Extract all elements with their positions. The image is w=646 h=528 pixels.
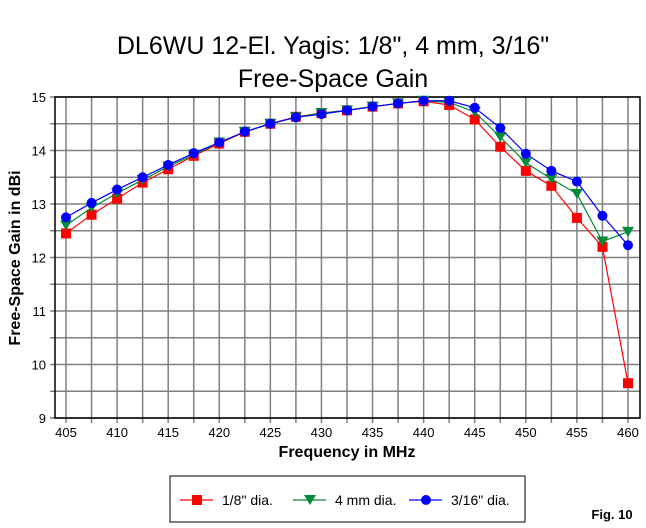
data-point	[86, 209, 97, 220]
data-point	[571, 176, 582, 187]
data-point	[469, 114, 480, 125]
chart-title: DL6WU 12-El. Yagis: 1/8", 4 mm, 3/16"	[117, 32, 549, 60]
data-point	[163, 159, 174, 170]
data-point	[137, 172, 148, 183]
x-tick-label: 445	[464, 425, 486, 440]
y-tick-label: 10	[32, 358, 46, 373]
x-tick-label: 450	[515, 425, 537, 440]
x-tick-label: 460	[617, 425, 639, 440]
y-axis-label: Free-Space Gain in dBi	[7, 170, 24, 345]
y-tick-label: 13	[32, 197, 46, 212]
data-point	[495, 123, 506, 134]
data-point	[520, 148, 531, 159]
data-point	[546, 165, 557, 176]
x-tick-label: 415	[157, 425, 179, 440]
x-tick-label: 430	[311, 425, 333, 440]
tick-labels: 405 410 415 420 425 430 435 440 445 450 455 460 9 10 1…	[32, 90, 639, 440]
chart-subtitle: Free-Space Gain	[238, 65, 428, 93]
data-point	[623, 378, 633, 389]
x-tick-label: 410	[106, 425, 128, 440]
data-point	[265, 118, 276, 129]
legend-marker	[192, 495, 202, 505]
series-group	[60, 95, 634, 389]
x-tick-label: 425	[260, 425, 282, 440]
data-point	[519, 157, 532, 168]
legend: 1/8" dia. 4 mm dia. 3/16" dia.	[180, 492, 510, 508]
data-point	[597, 210, 608, 221]
legend-marker	[421, 495, 431, 505]
data-point	[86, 197, 97, 208]
data-point	[520, 165, 531, 176]
data-point	[61, 212, 71, 223]
data-point	[367, 101, 378, 112]
grid	[50, 96, 641, 423]
data-point	[214, 137, 225, 148]
x-tick-label: 405	[55, 425, 77, 440]
data-point	[342, 105, 352, 116]
x-tick-label: 435	[362, 425, 384, 440]
x-tick-label: 455	[566, 425, 588, 440]
data-point	[61, 228, 71, 239]
legend-label: 1/8" dia.	[222, 492, 273, 508]
data-point	[444, 95, 455, 106]
data-point	[418, 95, 429, 106]
series-2	[61, 95, 633, 251]
data-point	[596, 236, 609, 247]
data-point	[622, 226, 634, 237]
legend-label: 4 mm dia.	[335, 492, 396, 508]
data-point	[290, 112, 301, 123]
data-point	[112, 193, 123, 204]
data-point	[469, 102, 480, 113]
data-point	[239, 126, 250, 137]
y-tick-label: 15	[32, 90, 46, 105]
data-point	[60, 220, 72, 231]
figure-label: Fig. 10	[591, 507, 632, 522]
data-point	[316, 109, 327, 120]
data-point	[570, 188, 583, 199]
data-point	[188, 148, 199, 159]
y-tick-label: 14	[32, 144, 46, 159]
y-tick-label: 11	[33, 304, 47, 319]
data-point	[393, 98, 404, 109]
y-tick-label: 9	[39, 411, 46, 426]
data-point	[494, 132, 507, 143]
x-tick-label: 440	[413, 425, 435, 440]
data-point	[546, 180, 557, 191]
data-point	[112, 184, 123, 195]
data-point	[545, 173, 558, 184]
data-point	[571, 212, 582, 223]
data-point	[495, 141, 506, 152]
legend-marker	[304, 495, 316, 505]
data-point	[597, 241, 608, 252]
y-tick-label: 12	[32, 251, 46, 266]
data-point	[623, 240, 633, 251]
x-tick-label: 420	[208, 425, 230, 440]
plot-border	[54, 96, 641, 419]
x-axis-label: Frequency in MHz	[279, 444, 416, 461]
legend-label: 3/16" dia.	[451, 492, 510, 508]
legend-box	[169, 475, 526, 523]
